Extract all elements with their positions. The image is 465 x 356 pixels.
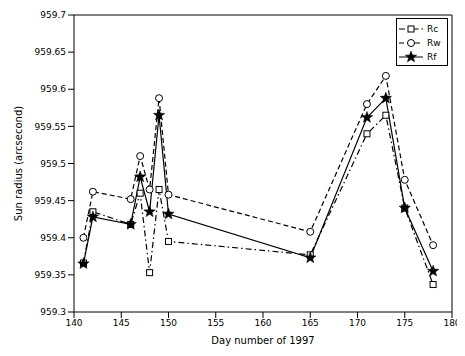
svg-text:959.35: 959.35 [35, 270, 67, 280]
html-text:Rw: Rw [427, 38, 441, 48]
html-text:Rc: Rc [427, 24, 439, 34]
svg-text:959.7: 959.7 [40, 10, 66, 20]
svg-text:150: 150 [160, 318, 177, 328]
svg-text:180: 180 [443, 318, 457, 328]
svg-text:959.5: 959.5 [40, 159, 66, 169]
svg-text:959.4: 959.4 [40, 233, 66, 243]
svg-text:Sun radius (arcsecond): Sun radius (arcsecond) [13, 106, 24, 221]
svg-text:959.65: 959.65 [35, 47, 67, 57]
svg-text:959.6: 959.6 [40, 84, 66, 94]
svg-text:959.55: 959.55 [35, 122, 67, 132]
svg-text:160: 160 [254, 318, 271, 328]
html-text:Rf: Rf [427, 52, 437, 62]
svg-text:959.3: 959.3 [40, 307, 66, 317]
svg-text:145: 145 [113, 318, 130, 328]
svg-text:140: 140 [65, 318, 82, 328]
svg-text:155: 155 [207, 318, 224, 328]
svg-text:959.45: 959.45 [35, 196, 67, 206]
svg-text:165: 165 [302, 318, 319, 328]
svg-text:170: 170 [349, 318, 366, 328]
svg-text:Day number of 1997: Day number of 1997 [211, 335, 314, 346]
svg-text:175: 175 [396, 318, 413, 328]
